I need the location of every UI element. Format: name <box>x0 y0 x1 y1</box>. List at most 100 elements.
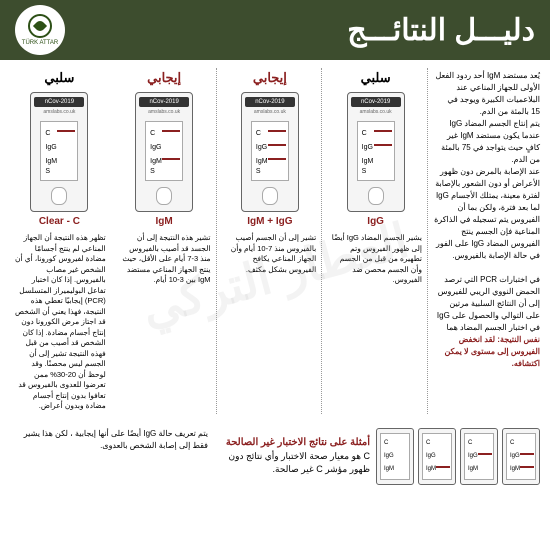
line-igg <box>268 144 286 146</box>
column-caption: Clear - C <box>39 216 80 227</box>
line-igg <box>436 453 450 455</box>
column-header: إيجابي <box>147 68 181 88</box>
line-igm <box>268 158 286 160</box>
device-title: 2019-nCov <box>34 97 84 107</box>
line-igg <box>57 144 75 146</box>
device-title: 2019-nCov <box>139 97 189 107</box>
label-s: S <box>150 168 155 175</box>
label-igm: IgM <box>384 466 394 472</box>
test-strip: C IgG IgM <box>380 433 410 480</box>
result-column: إيجابي 2019-nCov amslabs.co.uk C IgG IgM… <box>113 68 217 414</box>
label-igm: IgM <box>468 466 478 472</box>
line-c <box>478 440 492 442</box>
test-device: C IgG IgM <box>376 428 414 485</box>
label-c: C <box>256 130 261 137</box>
label-igg: IgG <box>384 453 394 459</box>
label-igm: IgM <box>426 466 436 472</box>
line-igm <box>162 158 180 160</box>
column-header: إيجابي <box>253 68 287 88</box>
line-igm <box>436 466 450 468</box>
label-igg: IgG <box>256 144 267 151</box>
line-igg <box>374 144 392 146</box>
test-strip: C IgG IgM S <box>145 121 183 181</box>
column-caption: IgM <box>156 216 173 227</box>
test-strip: C IgG IgM S <box>40 121 78 181</box>
sample-well <box>262 187 278 205</box>
label-c: C <box>45 130 50 137</box>
column-caption: IgM + IgG <box>247 216 292 227</box>
label-igg: IgG <box>45 144 56 151</box>
test-device: C IgG IgM <box>460 428 498 485</box>
result-columns: سلبي 2019-nCov amslabs.co.uk C IgG IgM S… <box>8 68 428 414</box>
label-igg: IgG <box>510 453 520 459</box>
device-subtitle: amslabs.co.uk <box>34 109 84 115</box>
page-title: دليـــل النتائـــج <box>347 13 535 48</box>
intro-p2: يتم إنتاج الجسم المضاد IgG عندما يكون مس… <box>434 118 540 166</box>
line-c <box>162 130 180 132</box>
label-c: C <box>150 130 155 137</box>
intro-p4: في اختبارات PCR التي ترصد الحمض النووي ا… <box>434 274 540 334</box>
test-device: C IgG IgM <box>502 428 540 485</box>
intro-warn: نفس النتيجة: لقد انخفض الفيروس إلى مستوى… <box>434 334 540 370</box>
line-igm <box>478 466 492 468</box>
label-s: S <box>256 168 261 175</box>
test-device: 2019-nCov amslabs.co.uk C IgG IgM S <box>241 92 299 212</box>
device-subtitle: amslabs.co.uk <box>245 109 295 115</box>
column-desc: تظهر هذه النتيجة أن الجهاز المناعي لم ين… <box>11 231 108 414</box>
footer-note: يتم تعريف حالة IgG أيضًا على أنها إيجابي… <box>10 428 208 452</box>
sample-well <box>368 187 384 205</box>
device-title: 2019-nCov <box>351 97 401 107</box>
result-column: إيجابي 2019-nCov amslabs.co.uk C IgG IgM… <box>219 68 323 414</box>
line-c <box>436 440 450 442</box>
label-igm: IgM <box>256 158 268 165</box>
device-subtitle: amslabs.co.uk <box>139 109 189 115</box>
label-igg: IgG <box>362 144 373 151</box>
column-desc: تشير إلى أن الجسم أصيب بالفيروس منذ 7-10… <box>222 231 319 277</box>
test-strip: C IgG IgM S <box>357 121 395 181</box>
label-c: C <box>362 130 367 137</box>
line-igm <box>520 466 534 468</box>
label-s: S <box>362 168 367 175</box>
sample-well <box>51 187 67 205</box>
device-subtitle: amslabs.co.uk <box>351 109 401 115</box>
line-c <box>394 440 408 442</box>
intro-p1: يُعد مستضد IgM أحد ردود الفعل الأولى للج… <box>434 70 540 118</box>
result-column: سلبي 2019-nCov amslabs.co.uk C IgG IgM S… <box>324 68 428 414</box>
line-c <box>268 130 286 132</box>
invalid-header: أمثلة على نتائج الاختبار غير الصالحة <box>220 436 370 450</box>
line-c <box>374 130 392 132</box>
test-strip: C IgG IgM S <box>251 121 289 181</box>
column-desc: يشير الجسم المضاد IgG أيضًا إلى ظهور الف… <box>327 231 424 288</box>
label-igg: IgG <box>426 453 436 459</box>
test-strip: C IgG IgM <box>464 433 494 480</box>
sample-well <box>156 187 172 205</box>
test-device: 2019-nCov amslabs.co.uk C IgG IgM S <box>135 92 193 212</box>
line-c <box>57 130 75 132</box>
test-device: C IgG IgM <box>418 428 456 485</box>
label-s: S <box>45 168 50 175</box>
line-igg <box>162 144 180 146</box>
device-title: 2019-nCov <box>245 97 295 107</box>
label-c: C <box>468 440 472 446</box>
line-igm <box>374 158 392 160</box>
test-strip: C IgG IgM <box>422 433 452 480</box>
line-igg <box>478 453 492 455</box>
logo-text-bottom: TÜRK ATTAR <box>22 40 58 46</box>
column-desc: تشير هذه النتيجة إلى أن الجسد قد أصيب با… <box>116 231 213 288</box>
leaf-icon <box>28 14 52 38</box>
test-strip: C IgG IgM <box>506 433 536 480</box>
result-column: سلبي 2019-nCov amslabs.co.uk C IgG IgM S… <box>8 68 111 414</box>
label-igg: IgG <box>150 144 161 151</box>
label-igg: IgG <box>468 453 478 459</box>
label-igm: IgM <box>510 466 520 472</box>
line-igg <box>520 453 534 455</box>
line-igm <box>57 158 75 160</box>
column-header: سلبي <box>44 68 74 88</box>
bottom-section: C IgG IgM C IgG IgM C IgG IgM C IgG IgM <box>0 422 550 491</box>
main-content: يُعد مستضد IgM أحد ردود الفعل الأولى للج… <box>0 60 550 422</box>
line-igg <box>394 453 408 455</box>
invalid-text: أمثلة على نتائج الاختبار غير الصالحة C ه… <box>220 436 370 475</box>
label-c: C <box>384 440 388 446</box>
label-igm: IgM <box>362 158 374 165</box>
invalid-desc: C هو معيار صحة الاختبار وأي نتائج دون ظه… <box>220 450 370 475</box>
